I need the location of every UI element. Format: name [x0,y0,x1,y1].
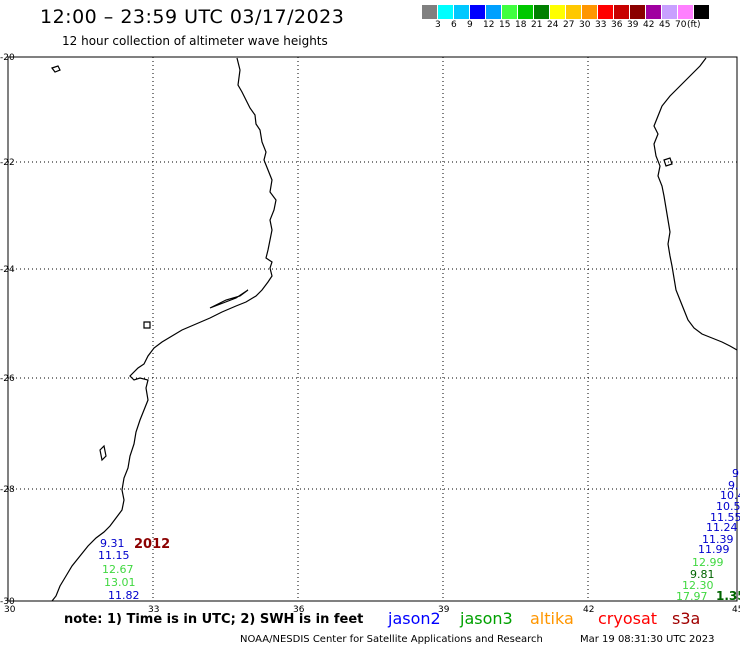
color-swatch [486,5,502,19]
x-tick-label: 39 [438,605,450,615]
color-scale-label: 12 [483,20,495,30]
color-swatch [678,5,694,19]
satellite-legend-item: s3a [672,609,701,628]
x-tick-label: 42 [583,605,594,615]
satellite-legend-item: jason3 [460,609,513,628]
lat-lon-grid [8,57,737,601]
color-swatch [630,5,646,19]
x-tick-label: 30 [4,605,16,615]
color-scale-label: 6 [451,20,457,30]
color-scale-label: 15 [499,20,511,30]
island-west-3 [99,444,107,462]
color-swatch [646,5,662,19]
wave-height-label: 12.67 [102,563,134,576]
y-tick-label: -20 [0,53,15,63]
wave-height-label: 11.15 [98,549,130,562]
wave-height-label: 11.82 [108,589,140,602]
y-tick-label: -24 [0,265,15,275]
wave-height-label: 9.31 [100,537,125,550]
color-scale-label: 30 [579,20,591,30]
wave-height-label: 12.30 [682,579,714,592]
color-swatch [614,5,630,19]
wave-height-label: 11.39 [702,533,734,546]
color-scale-label: 21 [531,20,543,30]
color-scale-label: 33 [595,20,607,30]
color-swatch [662,5,678,19]
wave-height-label: 1.35 [716,589,740,603]
wave-height-label: 10.4 [720,489,740,502]
coastline [51,57,738,602]
color-scale-label: 39 [627,20,639,30]
wave-height-label: 9 [732,467,739,480]
color-scale-label: 24 [547,20,559,30]
color-swatch [694,5,710,19]
color-scale-unit: (ft) [687,20,701,30]
color-scale-label: 36 [611,20,623,30]
x-tick-label: 33 [148,605,159,615]
satellite-legend-item: jason2 [388,609,441,628]
color-swatch [422,5,438,19]
island-west-4 [209,289,249,309]
wave-height-label: 13.01 [104,576,136,589]
color-swatch [582,5,598,19]
color-swatch [550,5,566,19]
color-swatch [502,5,518,19]
color-swatch [598,5,614,19]
color-scale-label: 45 [659,20,671,30]
y-tick-label: -26 [0,374,15,384]
wave-height-label: 11.99 [698,543,730,556]
color-scale-label: 27 [563,20,575,30]
island-west-2 [143,321,151,329]
color-swatch [454,5,470,19]
map-title: 12:00 – 23:59 UTC 03/17/2023 [40,6,345,28]
color-swatch [566,5,582,19]
footer-note: note: 1) Time is in UTC; 2) SWH is in fe… [64,612,364,627]
wave-height-label: 9.81 [690,568,715,581]
x-tick-label: 36 [293,605,305,615]
island-east-1 [663,157,673,167]
coastline-east [653,57,738,351]
y-tick-label: -28 [0,485,15,495]
observation-labels: 9.31201211.1512.6713.0111.8299.10.410.51… [98,467,740,603]
credit-text: NOAA/NESDIS Center for Satellite Applica… [240,634,543,645]
color-scale-labels: 3 6 9 12 15 18 21 24 27 30 33 36 39 42 45 70 (ft) [422,20,740,34]
color-scale-label: 18 [515,20,527,30]
y-tick-label: -22 [0,158,15,168]
map-frame [7,56,738,602]
color-swatch [534,5,550,19]
x-tick-label: 45 [732,605,740,615]
wave-height-label: 9. [728,479,739,492]
y-tick-label: -30 [0,597,15,607]
wave-height-label: 11.24 [706,521,738,534]
color-scale-label: 3 [435,20,441,30]
wave-height-label: 12.99 [692,556,724,569]
coastline-west [51,57,277,602]
wave-height-label: 17.97 [676,590,708,603]
color-scale-label: 9 [467,20,473,30]
color-scale-label: 70 [675,20,687,30]
color-swatch [438,5,454,19]
wave-height-label: 2012 [134,537,170,552]
wave-height-label: 10.5 [716,500,740,513]
island-west-1 [51,65,61,73]
color-scale-label: 42 [643,20,655,30]
map-subtitle: 12 hour collection of altimeter wave hei… [62,34,328,48]
satellite-legend-item: cryosat [598,609,658,628]
wave-height-label: 11.55 [710,511,740,524]
timestamp-text: Mar 19 08:31:30 UTC 2023 [580,634,715,645]
color-swatch [518,5,534,19]
axis-ticks: 30 33 36 39 42 45 -20 -22 -24 -26 -28 -30 [0,53,740,615]
color-swatch [470,5,486,19]
satellite-legend-item: altika [530,609,574,628]
color-scale-bar [422,5,710,19]
